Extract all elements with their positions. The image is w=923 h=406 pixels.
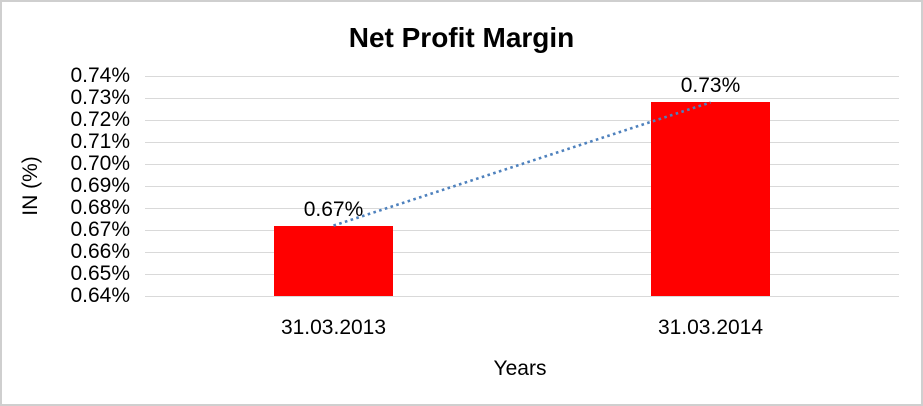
plot-area (145, 76, 899, 297)
y-tick-label: 0.72% (70, 108, 130, 131)
gridline (145, 296, 899, 297)
bar-31.03.2014 (651, 102, 770, 296)
x-axis-title: Years (493, 357, 547, 380)
chart-title: Net Profit Margin (348, 22, 575, 53)
y-tick-label: 0.74% (70, 64, 130, 87)
y-tick-label: 0.65% (70, 262, 130, 285)
gridline (145, 120, 899, 121)
y-tick-label: 0.67% (70, 218, 130, 241)
gridline (145, 164, 899, 165)
y-tick-label: 0.73% (70, 86, 130, 109)
x-category-label: 31.03.2014 (657, 316, 764, 339)
gridline (145, 230, 899, 231)
x-category-label: 31.03.2013 (280, 316, 387, 339)
gridline (145, 252, 899, 253)
gridline (145, 274, 899, 275)
gridline (145, 142, 899, 143)
y-tick-label: 0.69% (70, 174, 130, 197)
y-tick-label: 0.71% (70, 130, 130, 153)
gridline (145, 76, 899, 77)
y-tick-label: 0.64% (70, 284, 130, 307)
y-tick-label: 0.68% (70, 196, 130, 219)
y-tick-label: 0.70% (70, 152, 130, 175)
gridline (145, 186, 899, 187)
bar-data-label: 0.67% (303, 197, 364, 221)
gridline (145, 208, 899, 209)
y-tick-label: 0.66% (70, 240, 130, 263)
bar-31.03.2013 (274, 225, 393, 296)
gridline (145, 98, 899, 99)
bar-data-label: 0.73% (680, 74, 741, 98)
